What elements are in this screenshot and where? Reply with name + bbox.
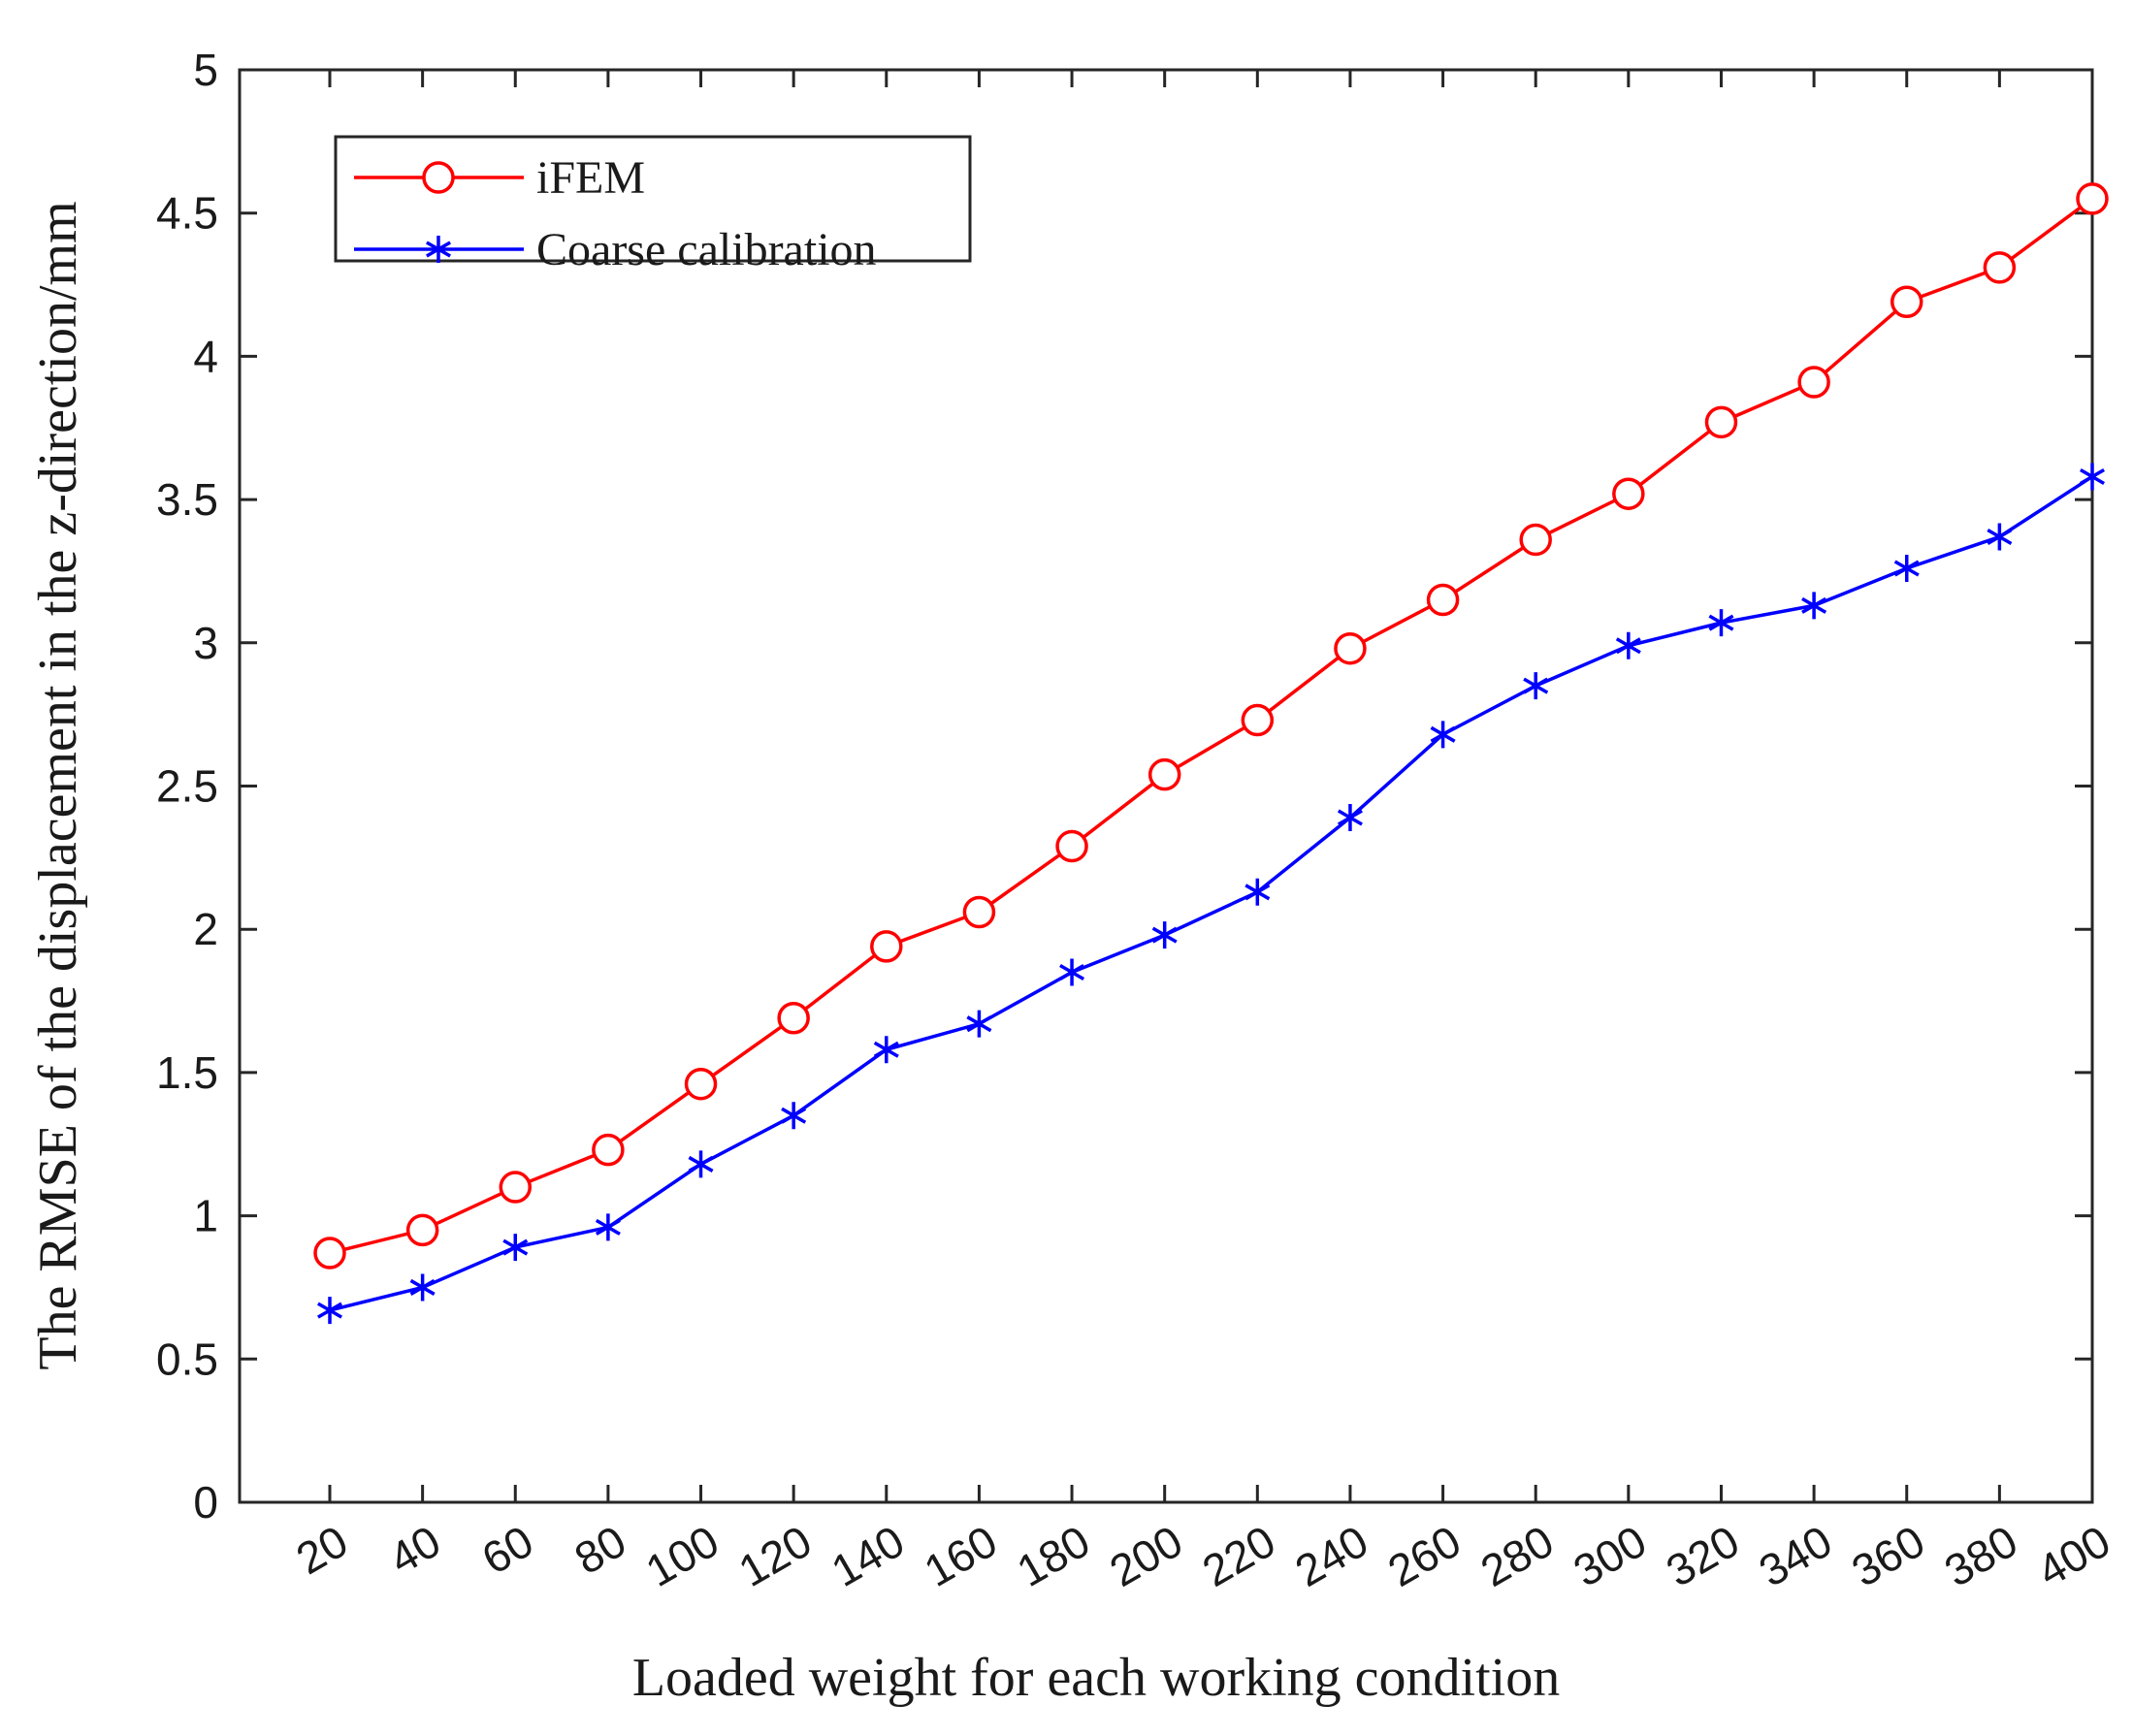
data-point-marker: [966, 1010, 992, 1038]
series-0: [313, 182, 2109, 1270]
y-tick-label: 4.5: [156, 188, 218, 239]
y-tick-label: 1: [193, 1191, 218, 1241]
data-point-marker: [409, 1273, 436, 1302]
y-tick-label: 3.5: [156, 474, 218, 525]
data-point-marker: [1893, 554, 1920, 582]
y-tick-label: 4: [193, 331, 218, 381]
data-point-marker: [1055, 829, 1088, 863]
series-1: [317, 463, 2105, 1325]
y-tick-label: 5: [193, 45, 218, 95]
data-point-marker: [684, 1067, 718, 1101]
data-point-marker: [1430, 721, 1456, 749]
data-point-marker: [592, 1133, 625, 1167]
data-point-marker: [405, 1213, 439, 1247]
data-point-marker: [313, 1237, 346, 1270]
legend-marker: [426, 236, 451, 263]
data-point-marker: [1337, 803, 1363, 831]
y-tick-label: 2.5: [156, 761, 218, 812]
data-point-marker: [1612, 477, 1645, 510]
series-layer: [313, 182, 2109, 1325]
series-line: [329, 474, 2093, 1312]
data-point-marker: [1334, 631, 1367, 665]
data-point-marker: [1615, 631, 1641, 659]
legend-box: [334, 135, 972, 263]
y-tick-label: 0: [193, 1477, 218, 1527]
data-point-marker: [1890, 285, 1923, 319]
data-point-marker: [2076, 182, 2109, 215]
data-point-marker: [317, 1297, 342, 1325]
data-point-marker: [1983, 251, 2017, 284]
data-point-marker: [962, 895, 996, 929]
data-point-marker: [870, 930, 903, 963]
data-point-marker: [2080, 463, 2105, 491]
y-tick-label: 3: [193, 618, 218, 668]
data-point-marker: [1426, 583, 1460, 617]
data-point-marker: [688, 1150, 714, 1178]
data-point-marker: [1151, 921, 1178, 949]
data-point-marker: [1523, 672, 1549, 700]
series-line: [329, 197, 2094, 1255]
data-point-marker: [1241, 703, 1275, 737]
data-point-marker: [1987, 523, 2013, 551]
data-point-marker: [1147, 757, 1181, 791]
data-point-marker: [1708, 609, 1734, 637]
data-point-marker: [1704, 405, 1738, 439]
data-point-marker: [873, 1036, 899, 1064]
data-point-marker: [499, 1171, 533, 1204]
legend: iFEM Coarse calibration: [334, 135, 972, 275]
y-axis: 0 0.5 1 1.5 2 2.5 3 3.5 4 4.5 5: [156, 45, 2092, 1527]
legend-marker: [422, 161, 455, 194]
data-point-marker: [502, 1234, 529, 1262]
legend-label: iFEM: [536, 152, 645, 204]
data-point-marker: [1797, 366, 1830, 399]
x-axis-title: Loaded weight for each working condition: [632, 1648, 1560, 1708]
y-tick-label: 2: [193, 904, 218, 954]
data-point-marker: [1801, 592, 1827, 620]
legend-label: Coarse calibration: [536, 224, 877, 275]
y-axis-title: The RMSE of the displacement in the z-di…: [28, 201, 88, 1369]
data-point-marker: [1519, 523, 1552, 557]
y-tick-label: 0.5: [156, 1334, 218, 1384]
data-point-marker: [777, 1002, 810, 1035]
data-point-marker: [1244, 878, 1271, 906]
y-tick-label: 1.5: [156, 1047, 218, 1098]
data-point-marker: [595, 1213, 621, 1241]
data-point-marker: [1059, 958, 1085, 986]
data-point-marker: [781, 1102, 807, 1130]
